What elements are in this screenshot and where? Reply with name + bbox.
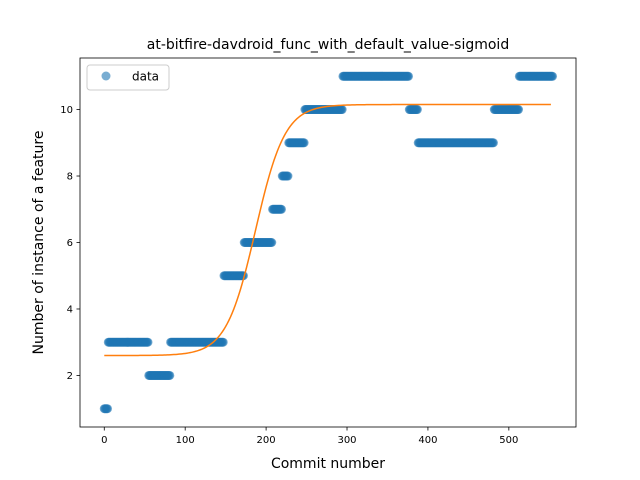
- data-point: [299, 138, 309, 148]
- y-axis-title: Number of instance of a feature: [31, 131, 47, 355]
- y-axis: 2 4 6 8 10: [60, 105, 80, 382]
- legend-entry: data: [132, 70, 159, 84]
- sigmoid-fit-line: [104, 103, 551, 357]
- x-axis-title: Commit number: [271, 456, 385, 472]
- legend-box: [86, 64, 170, 91]
- data-point: [548, 71, 558, 81]
- x-tick-label: 100: [176, 435, 195, 446]
- y-tick-label: 2: [67, 371, 73, 382]
- x-axis: 0 100 200 300 400 500: [101, 427, 518, 446]
- data-point: [412, 105, 422, 115]
- legend-marker: [101, 71, 111, 81]
- data-point: [404, 71, 414, 81]
- x-tick-label: 400: [418, 435, 437, 446]
- data-point: [276, 204, 286, 214]
- y-tick-label: 8: [67, 172, 73, 183]
- data-point: [165, 370, 175, 380]
- x-tick-label: 200: [257, 435, 276, 446]
- data-point: [267, 238, 277, 247]
- x-tick-label: 300: [337, 435, 356, 446]
- x-tick-label: 500: [499, 435, 518, 446]
- data-point: [218, 337, 228, 347]
- legend: data: [86, 64, 170, 91]
- data-point: [514, 105, 524, 115]
- data-point: [337, 105, 347, 115]
- chart-title: at-bitfire-davdroid_func_with_default_va…: [147, 37, 509, 53]
- y-tick-label: 6: [67, 238, 73, 249]
- data-point: [488, 138, 498, 148]
- y-tick-label: 4: [67, 304, 73, 315]
- data-point: [283, 171, 293, 181]
- data-point: [103, 404, 113, 414]
- plot-area: [99, 71, 558, 414]
- y-tick-label: 10: [60, 105, 73, 116]
- data-point: [143, 337, 153, 347]
- x-tick-label: 0: [101, 435, 107, 446]
